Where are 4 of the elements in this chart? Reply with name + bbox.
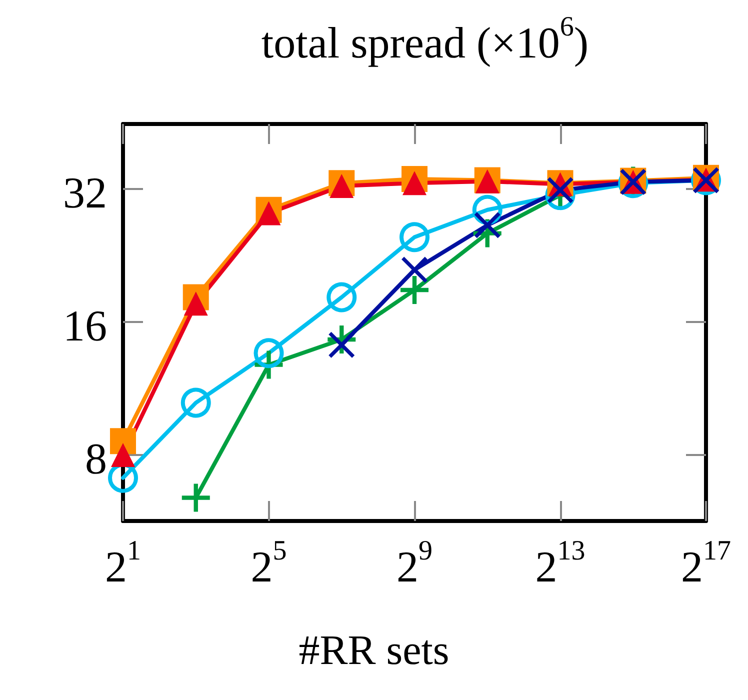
y-tick-label: 8 <box>85 434 107 484</box>
y-tick-label: 16 <box>63 301 107 350</box>
x-axis-title: #RR sets <box>298 628 450 674</box>
y-tick-label: 32 <box>63 168 107 218</box>
